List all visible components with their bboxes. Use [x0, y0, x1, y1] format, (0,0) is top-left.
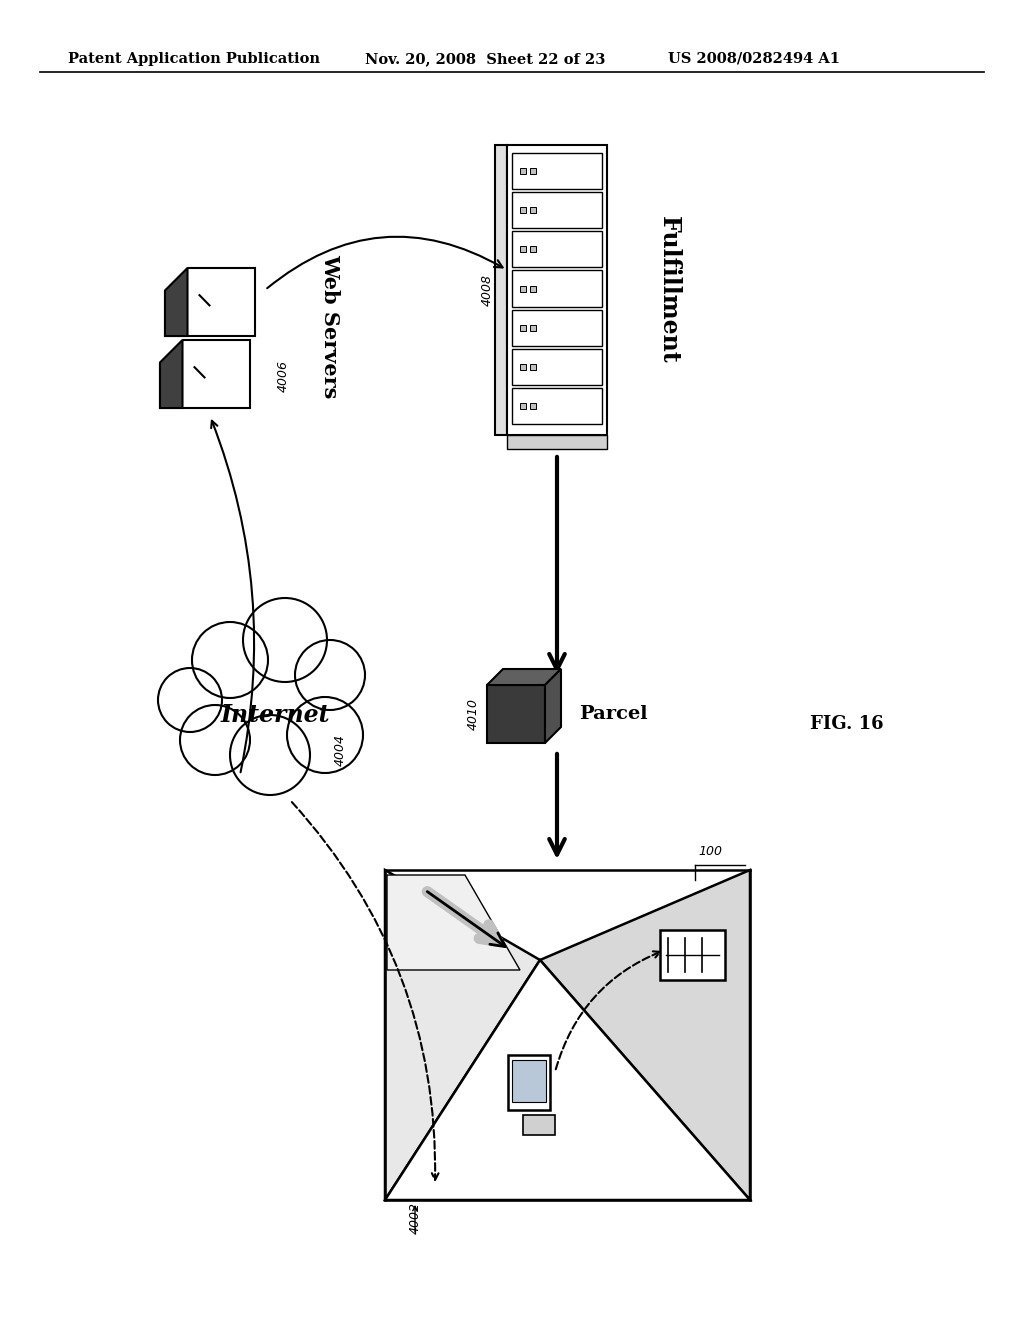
- Text: Internet: Internet: [220, 704, 330, 727]
- Circle shape: [243, 598, 327, 682]
- Polygon shape: [507, 436, 607, 449]
- Text: Fulfillment: Fulfillment: [657, 216, 681, 364]
- Text: 4006: 4006: [276, 360, 290, 392]
- Polygon shape: [530, 364, 536, 370]
- Polygon shape: [508, 1055, 550, 1110]
- Polygon shape: [520, 403, 526, 409]
- Text: 4008: 4008: [480, 275, 494, 306]
- Polygon shape: [530, 247, 536, 252]
- Text: Nov. 20, 2008  Sheet 22 of 23: Nov. 20, 2008 Sheet 22 of 23: [365, 51, 605, 66]
- Text: FIG. 16: FIG. 16: [810, 715, 884, 733]
- Polygon shape: [530, 403, 536, 409]
- Polygon shape: [660, 931, 725, 979]
- Text: US 2008/0282494 A1: US 2008/0282494 A1: [668, 51, 840, 66]
- Circle shape: [230, 715, 310, 795]
- Text: 4004: 4004: [334, 734, 346, 766]
- Polygon shape: [512, 271, 602, 306]
- Circle shape: [295, 640, 365, 710]
- Polygon shape: [530, 207, 536, 214]
- Text: 100: 100: [698, 845, 722, 858]
- Polygon shape: [520, 364, 526, 370]
- Polygon shape: [512, 153, 602, 189]
- Polygon shape: [520, 285, 526, 292]
- Polygon shape: [523, 1115, 555, 1135]
- Text: Web Servers: Web Servers: [319, 253, 340, 399]
- Circle shape: [158, 668, 222, 733]
- Polygon shape: [160, 341, 250, 408]
- Text: 4002: 4002: [409, 1203, 422, 1234]
- Circle shape: [180, 705, 250, 775]
- Polygon shape: [385, 960, 750, 1200]
- Polygon shape: [512, 193, 602, 228]
- Polygon shape: [520, 168, 526, 174]
- Polygon shape: [487, 685, 545, 743]
- Polygon shape: [155, 630, 375, 795]
- Polygon shape: [165, 268, 187, 337]
- Polygon shape: [512, 388, 602, 424]
- Text: 4010: 4010: [467, 698, 479, 730]
- Text: Parcel: Parcel: [579, 705, 647, 723]
- Polygon shape: [545, 669, 561, 743]
- Polygon shape: [520, 207, 526, 214]
- Circle shape: [287, 697, 362, 774]
- Polygon shape: [512, 348, 602, 385]
- Polygon shape: [530, 325, 536, 330]
- Polygon shape: [165, 268, 255, 337]
- Polygon shape: [487, 669, 561, 685]
- Polygon shape: [520, 325, 526, 330]
- Polygon shape: [530, 168, 536, 174]
- Polygon shape: [540, 870, 750, 1200]
- Polygon shape: [495, 145, 507, 436]
- Text: Patent Application Publication: Patent Application Publication: [68, 51, 319, 66]
- Polygon shape: [387, 875, 520, 970]
- Circle shape: [193, 622, 268, 698]
- Polygon shape: [530, 285, 536, 292]
- Polygon shape: [512, 231, 602, 268]
- Polygon shape: [520, 247, 526, 252]
- Polygon shape: [512, 310, 602, 346]
- Polygon shape: [160, 341, 182, 408]
- Polygon shape: [512, 1060, 546, 1102]
- Polygon shape: [385, 870, 540, 1200]
- Polygon shape: [507, 145, 607, 436]
